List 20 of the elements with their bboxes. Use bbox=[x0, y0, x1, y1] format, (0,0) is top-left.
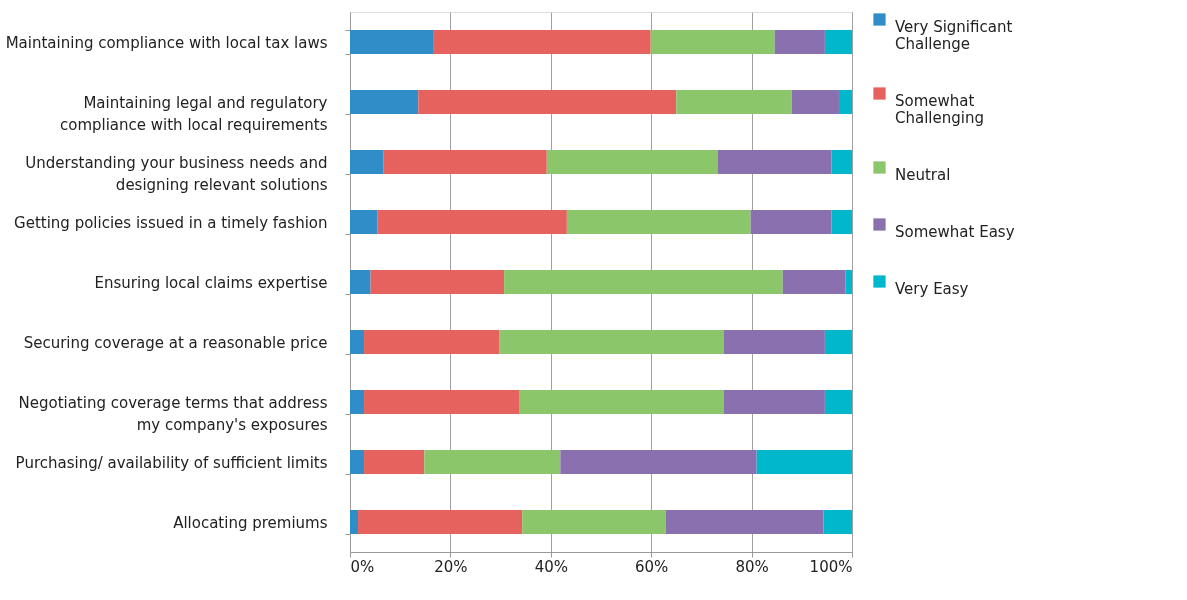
legend-label: Very Easy bbox=[895, 279, 969, 298]
y-tick-label: Getting policies issued in a timely fashion bbox=[14, 213, 328, 232]
legend-label: Somewhat Easy bbox=[895, 222, 1015, 241]
x-tick-label: 20% bbox=[434, 557, 468, 576]
legend-label: Very Significant Challenge bbox=[895, 17, 1013, 53]
x-tick-label: 60% bbox=[635, 557, 669, 576]
x-tick-label: 80% bbox=[735, 557, 769, 576]
y-tick-label: Ensuring local claims expertise bbox=[94, 273, 328, 292]
y-tick-label: Negotiating coverage terms that address my company's exposures bbox=[18, 393, 328, 434]
y-tick-label: Maintaining compliance with local tax laws bbox=[5, 33, 328, 52]
y-tick-label: Purchasing/ availability of sufficient limits bbox=[15, 453, 328, 472]
y-tick-label: Understanding your business needs and designing relevant solutions bbox=[25, 153, 328, 194]
legend-label: Neutral bbox=[895, 165, 951, 184]
y-tick-label: Securing coverage at a reasonable price bbox=[23, 333, 328, 352]
x-tick-label: 0% bbox=[350, 557, 375, 576]
y-tick-label: Allocating premiums bbox=[173, 513, 328, 532]
legend-label: Somewhat Challenging bbox=[895, 91, 984, 127]
x-tick-label: 100% bbox=[809, 557, 853, 576]
x-tick-label: 40% bbox=[534, 557, 568, 576]
y-tick-label: Maintaining legal and regulatory compliance with local requirements bbox=[59, 93, 328, 134]
